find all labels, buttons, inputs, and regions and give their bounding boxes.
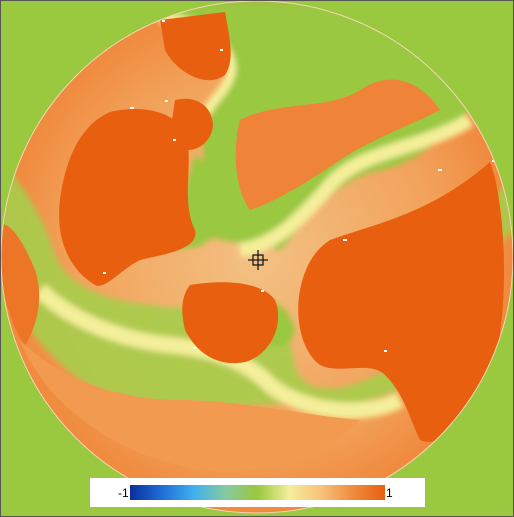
lobe-top bbox=[160, 12, 231, 81]
positive-lobes bbox=[1, 12, 505, 472]
colorbar-max-label: 1 bbox=[386, 486, 393, 500]
crosshair-icon[interactable] bbox=[248, 250, 268, 270]
lobe-center bbox=[182, 282, 279, 364]
lobe-left-small bbox=[171, 98, 213, 150]
lobe-left-edge bbox=[1, 224, 40, 345]
colorbar: -1 1 bbox=[90, 478, 425, 507]
band-lower bbox=[20, 340, 360, 472]
lobe-left bbox=[59, 109, 196, 286]
colorbar-gradient bbox=[130, 485, 385, 500]
lobe-right bbox=[298, 162, 505, 442]
colorbar-min-label: -1 bbox=[118, 486, 129, 500]
band-upper bbox=[235, 79, 440, 210]
